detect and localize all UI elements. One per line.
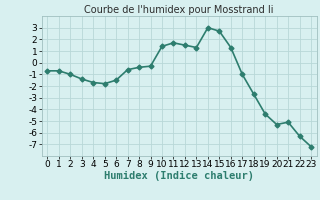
X-axis label: Humidex (Indice chaleur): Humidex (Indice chaleur) [104, 171, 254, 181]
Title: Courbe de l'humidex pour Mosstrand Ii: Courbe de l'humidex pour Mosstrand Ii [84, 5, 274, 15]
